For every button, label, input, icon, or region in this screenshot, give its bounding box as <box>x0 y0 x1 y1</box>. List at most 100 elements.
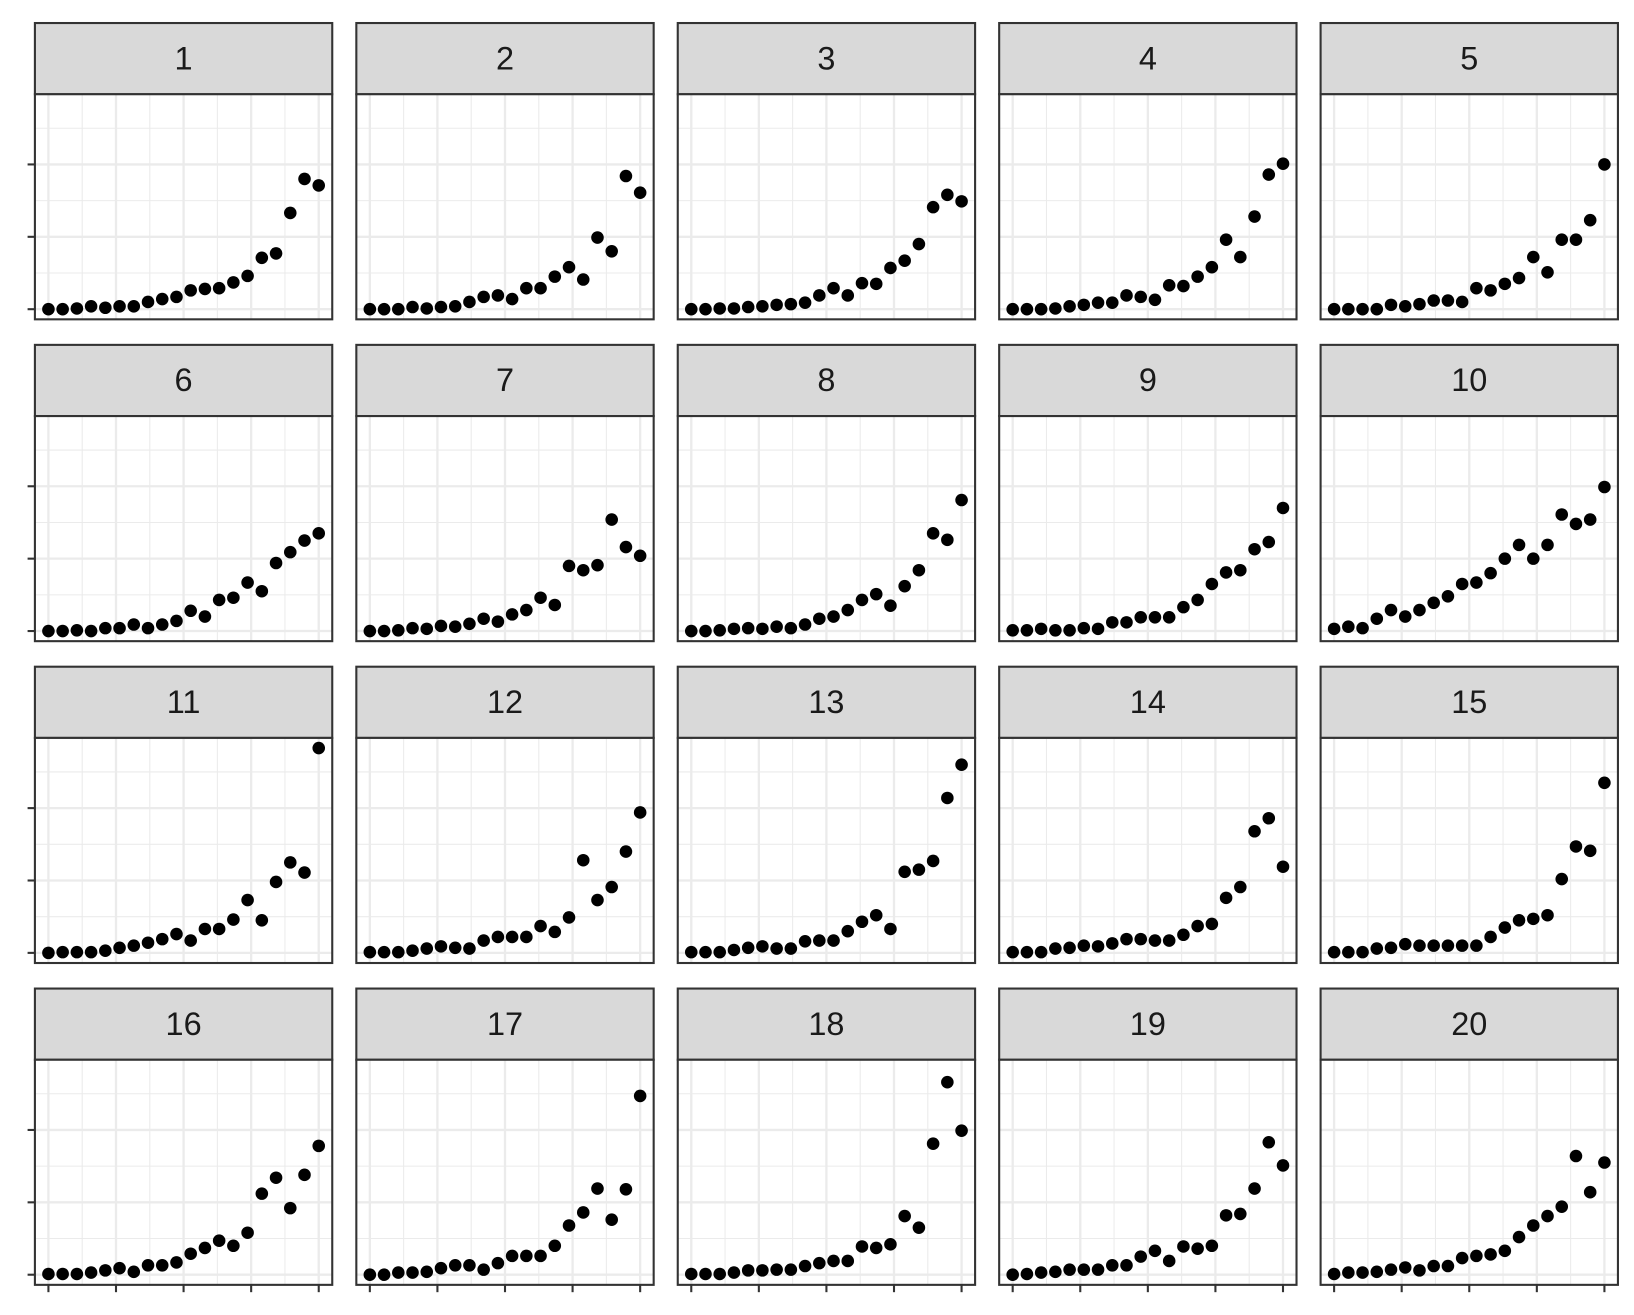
point <box>884 922 897 936</box>
point <box>813 612 826 626</box>
point <box>1583 513 1597 526</box>
point <box>1234 250 1247 264</box>
point <box>1134 611 1148 624</box>
point <box>269 875 283 889</box>
point <box>941 188 954 202</box>
point <box>227 1239 240 1253</box>
point <box>255 914 269 927</box>
point <box>1020 302 1034 316</box>
point <box>1427 1259 1440 1273</box>
panel-border <box>676 93 977 321</box>
strip <box>355 987 655 1061</box>
point <box>70 302 84 315</box>
panel-border <box>355 93 655 321</box>
point <box>1034 302 1048 316</box>
point <box>633 1089 647 1103</box>
strip <box>676 343 977 418</box>
point <box>420 622 434 636</box>
point <box>420 1265 434 1279</box>
point <box>406 621 419 635</box>
point <box>1205 917 1219 931</box>
point <box>684 624 698 638</box>
point <box>605 1213 618 1226</box>
point <box>505 292 519 306</box>
point <box>855 1240 869 1253</box>
point <box>1356 1266 1369 1279</box>
strip <box>355 21 655 96</box>
point <box>42 946 55 960</box>
point <box>434 300 448 314</box>
point <box>363 1268 377 1281</box>
point <box>1248 210 1261 223</box>
point <box>1063 941 1076 955</box>
point <box>99 621 112 635</box>
point <box>463 1259 476 1272</box>
point <box>548 1239 562 1253</box>
strip <box>998 665 1298 739</box>
point <box>42 1267 55 1281</box>
point <box>491 615 505 628</box>
panel-border <box>1319 736 1619 965</box>
point <box>1498 277 1512 291</box>
point <box>141 936 155 950</box>
point <box>1470 281 1483 295</box>
point <box>798 296 812 309</box>
point <box>619 169 633 183</box>
strip <box>33 21 334 96</box>
point <box>605 513 618 526</box>
point <box>1384 603 1398 617</box>
point <box>141 295 155 309</box>
point <box>127 618 141 631</box>
point <box>1091 1263 1105 1276</box>
point <box>1262 1135 1276 1149</box>
point <box>784 1263 798 1276</box>
point <box>463 617 476 631</box>
point <box>955 758 968 771</box>
point <box>1177 279 1190 293</box>
point <box>1413 1264 1426 1277</box>
point <box>633 806 647 819</box>
point <box>1370 942 1384 955</box>
point <box>1498 1244 1512 1258</box>
point <box>241 1226 254 1240</box>
point <box>155 618 169 631</box>
point <box>170 614 183 628</box>
panel-title: 19 <box>1130 1006 1166 1042</box>
point <box>591 231 604 244</box>
point <box>1248 542 1261 556</box>
point <box>1413 603 1426 617</box>
point <box>1034 622 1048 636</box>
point <box>1148 934 1162 947</box>
point <box>827 1254 840 1268</box>
point <box>562 260 576 274</box>
point <box>477 934 490 947</box>
strip <box>355 343 655 418</box>
point <box>684 302 698 316</box>
point <box>1455 295 1469 309</box>
point <box>170 1256 183 1269</box>
point <box>1205 1239 1219 1253</box>
point <box>1327 1267 1341 1281</box>
point <box>283 206 297 220</box>
point <box>1342 302 1355 316</box>
point <box>562 559 576 573</box>
point <box>827 610 840 623</box>
point <box>1569 840 1583 853</box>
point <box>155 1259 169 1272</box>
point <box>741 621 755 635</box>
point <box>406 944 419 957</box>
point <box>1134 1250 1148 1263</box>
point <box>576 1206 590 1219</box>
point <box>406 300 419 314</box>
point <box>227 591 240 605</box>
point <box>434 940 448 953</box>
point <box>1063 1263 1076 1276</box>
point <box>113 941 126 955</box>
point <box>898 865 911 879</box>
point <box>1276 157 1290 170</box>
panel-title: 8 <box>817 362 835 398</box>
point <box>505 930 519 944</box>
point <box>1484 1248 1497 1261</box>
point <box>1555 233 1569 246</box>
point <box>520 603 533 617</box>
